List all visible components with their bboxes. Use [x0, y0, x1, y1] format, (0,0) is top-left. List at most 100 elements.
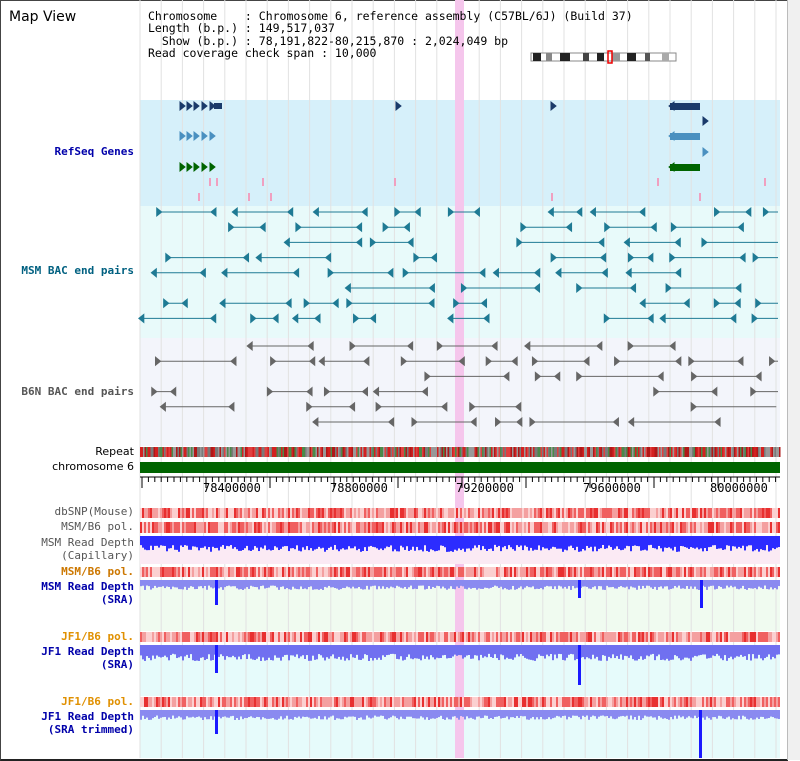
- depth-bar: [532, 710, 534, 717]
- track-label-msm-b6-pol-1[interactable]: MSM/B6 pol.: [61, 520, 134, 533]
- depth-bar: [424, 580, 426, 590]
- track-label-msm-b6-pol-2[interactable]: MSM/B6 pol.: [61, 565, 134, 578]
- depth-bar: [698, 580, 700, 590]
- track-label-jf1-b6-pol-1[interactable]: JF1/B6 pol.: [61, 630, 134, 643]
- depth-bar: [694, 580, 696, 587]
- repeat-segment: [450, 447, 452, 457]
- repeat-segment: [267, 447, 269, 457]
- track-label-jf1-depth-trim[interactable]: JF1 Read Depth (SRA trimmed): [41, 710, 134, 736]
- depth-bar: [776, 580, 778, 590]
- depth-bar: [624, 645, 626, 656]
- repeat-segment: [729, 447, 731, 457]
- bac-end-arrow: [598, 237, 605, 248]
- scrollbar[interactable]: [787, 0, 800, 760]
- heat-cell: [274, 522, 276, 533]
- track-label-msm-depth-cap[interactable]: MSM Read Depth (Capillary): [41, 536, 134, 562]
- repeat-segment: [639, 447, 641, 457]
- depth-bar: [588, 536, 590, 548]
- repeat-segment: [575, 447, 577, 457]
- depth-bar: [316, 710, 318, 719]
- heat-cell: [212, 522, 214, 533]
- track-label-dbsnp[interactable]: dbSNP(Mouse): [54, 505, 134, 518]
- repeat-segment: [632, 447, 634, 457]
- depth-bar: [716, 645, 718, 654]
- track-label-refseq[interactable]: RefSeq Genes: [54, 145, 134, 158]
- repeat-segment: [210, 447, 212, 457]
- heat-cell: [270, 697, 272, 707]
- track-label-msm-depth-sra[interactable]: MSM Read Depth (SRA): [41, 580, 134, 606]
- depth-bar: [366, 580, 368, 586]
- repeat-segment: [431, 447, 433, 457]
- heat-cell: [236, 567, 238, 577]
- depth-bar: [308, 536, 310, 551]
- track-label-chromosome[interactable]: chromosome 6: [52, 460, 134, 473]
- depth-bar: [430, 645, 432, 656]
- heat-cell: [550, 697, 552, 707]
- depth-bar: [196, 710, 198, 718]
- heat-cell: [514, 697, 516, 707]
- depth-bar: [530, 710, 532, 719]
- depth-bar: [388, 710, 390, 719]
- heat-cell: [190, 632, 192, 642]
- depth-bar: [624, 536, 626, 549]
- depth-bar: [286, 580, 288, 589]
- track-label-jf1-b6-pol-2[interactable]: JF1/B6 pol.: [61, 695, 134, 708]
- track-label-msm-bac[interactable]: MSM BAC end pairs: [21, 264, 134, 277]
- heat-cell: [768, 522, 770, 533]
- repeat-segment: [768, 447, 770, 457]
- heat-cell: [722, 567, 724, 577]
- depth-bar: [602, 645, 604, 656]
- depth-bar: [298, 645, 300, 659]
- depth-bar: [452, 536, 454, 552]
- heat-cell: [394, 508, 396, 518]
- depth-bar: [644, 536, 646, 550]
- depth-bar: [230, 580, 232, 587]
- depth-bar: [486, 645, 488, 658]
- depth-bar: [518, 645, 520, 657]
- repeat-segment: [687, 447, 689, 457]
- repeat-segment: [611, 447, 613, 457]
- repeat-segment: [707, 447, 709, 457]
- heat-cell: [420, 697, 422, 707]
- depth-bar: [472, 710, 474, 719]
- bac-end-arrow: [246, 340, 253, 352]
- heat-cell: [676, 522, 678, 533]
- repeat-segment: [434, 447, 436, 457]
- repeat-segment: [414, 447, 416, 457]
- depth-bar: [764, 645, 766, 659]
- depth-bar: [540, 536, 542, 551]
- depth-bar: [598, 710, 600, 717]
- heat-cell: [168, 697, 170, 707]
- depth-bar: [424, 710, 426, 720]
- repeat-segment: [257, 447, 259, 457]
- heat-cell: [478, 567, 480, 577]
- depth-spike: [215, 710, 218, 734]
- heat-cell: [182, 632, 184, 642]
- heat-cell: [614, 632, 616, 642]
- heat-cell: [600, 697, 602, 707]
- heat-cell: [426, 632, 428, 642]
- repeat-segment: [209, 447, 211, 457]
- heat-cell: [246, 508, 248, 518]
- heat-cell: [656, 567, 658, 577]
- heat-cell: [344, 632, 346, 642]
- heat-cell: [670, 522, 672, 533]
- track-label-jf1-depth-sra[interactable]: JF1 Read Depth (SRA): [41, 645, 134, 671]
- heat-cell: [498, 632, 500, 642]
- heat-cell: [492, 522, 494, 533]
- heat-cell: [302, 697, 304, 707]
- repeat-segment: [539, 447, 541, 457]
- heat-cell: [618, 632, 620, 642]
- repeat-segment: [702, 447, 704, 457]
- depth-bar: [414, 645, 416, 659]
- track-label-repeat[interactable]: Repeat: [95, 445, 134, 458]
- depth-bar: [732, 536, 734, 547]
- heat-cell: [174, 522, 176, 533]
- heat-cell: [234, 697, 236, 707]
- track-label-msm-depth-sra-line2: (SRA): [100, 592, 134, 606]
- depth-bar: [646, 710, 648, 717]
- heat-cell: [546, 522, 548, 533]
- repeat-segment: [605, 447, 607, 457]
- track-label-b6n-bac[interactable]: B6N BAC end pairs: [21, 385, 134, 398]
